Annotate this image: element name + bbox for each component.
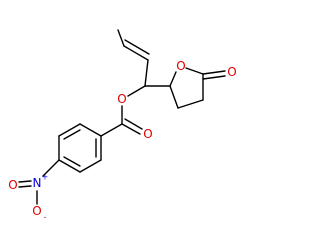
bond (202, 75, 226, 80)
page: {"atoms": [ {"label": "O"}, {"label": "O… (8, 29, 237, 222)
bond (144, 59, 149, 87)
atom-label: O (117, 92, 126, 106)
atom-label: O (143, 127, 152, 141)
bond (18, 180, 32, 183)
bond (185, 67, 204, 75)
bond (58, 159, 81, 173)
bonds (18, 29, 226, 205)
bond (117, 29, 125, 47)
bond (169, 71, 177, 87)
atom-label: O (32, 204, 41, 218)
atom-charge: + (42, 173, 49, 182)
bond (177, 99, 204, 109)
bond (127, 85, 146, 97)
bond (79, 123, 102, 137)
structure: O O O O N + O O - (8, 29, 237, 222)
atom-labels: O O O O N + O O - (8, 59, 236, 222)
atom-label: O (227, 65, 236, 79)
atom-label: O (176, 59, 185, 73)
bond (18, 185, 32, 188)
bond (42, 159, 60, 177)
atom-charge: - (44, 213, 47, 222)
bond (121, 123, 141, 135)
bond (123, 45, 149, 61)
bond (124, 118, 143, 130)
bond (63, 129, 81, 140)
bond (63, 156, 81, 167)
bond (202, 70, 226, 75)
bond (100, 123, 123, 137)
bond (124, 39, 150, 55)
atom-label: O (8, 178, 17, 192)
bond (79, 159, 102, 173)
atom-label: N (33, 176, 42, 190)
bond (169, 85, 179, 109)
bond (58, 123, 81, 137)
